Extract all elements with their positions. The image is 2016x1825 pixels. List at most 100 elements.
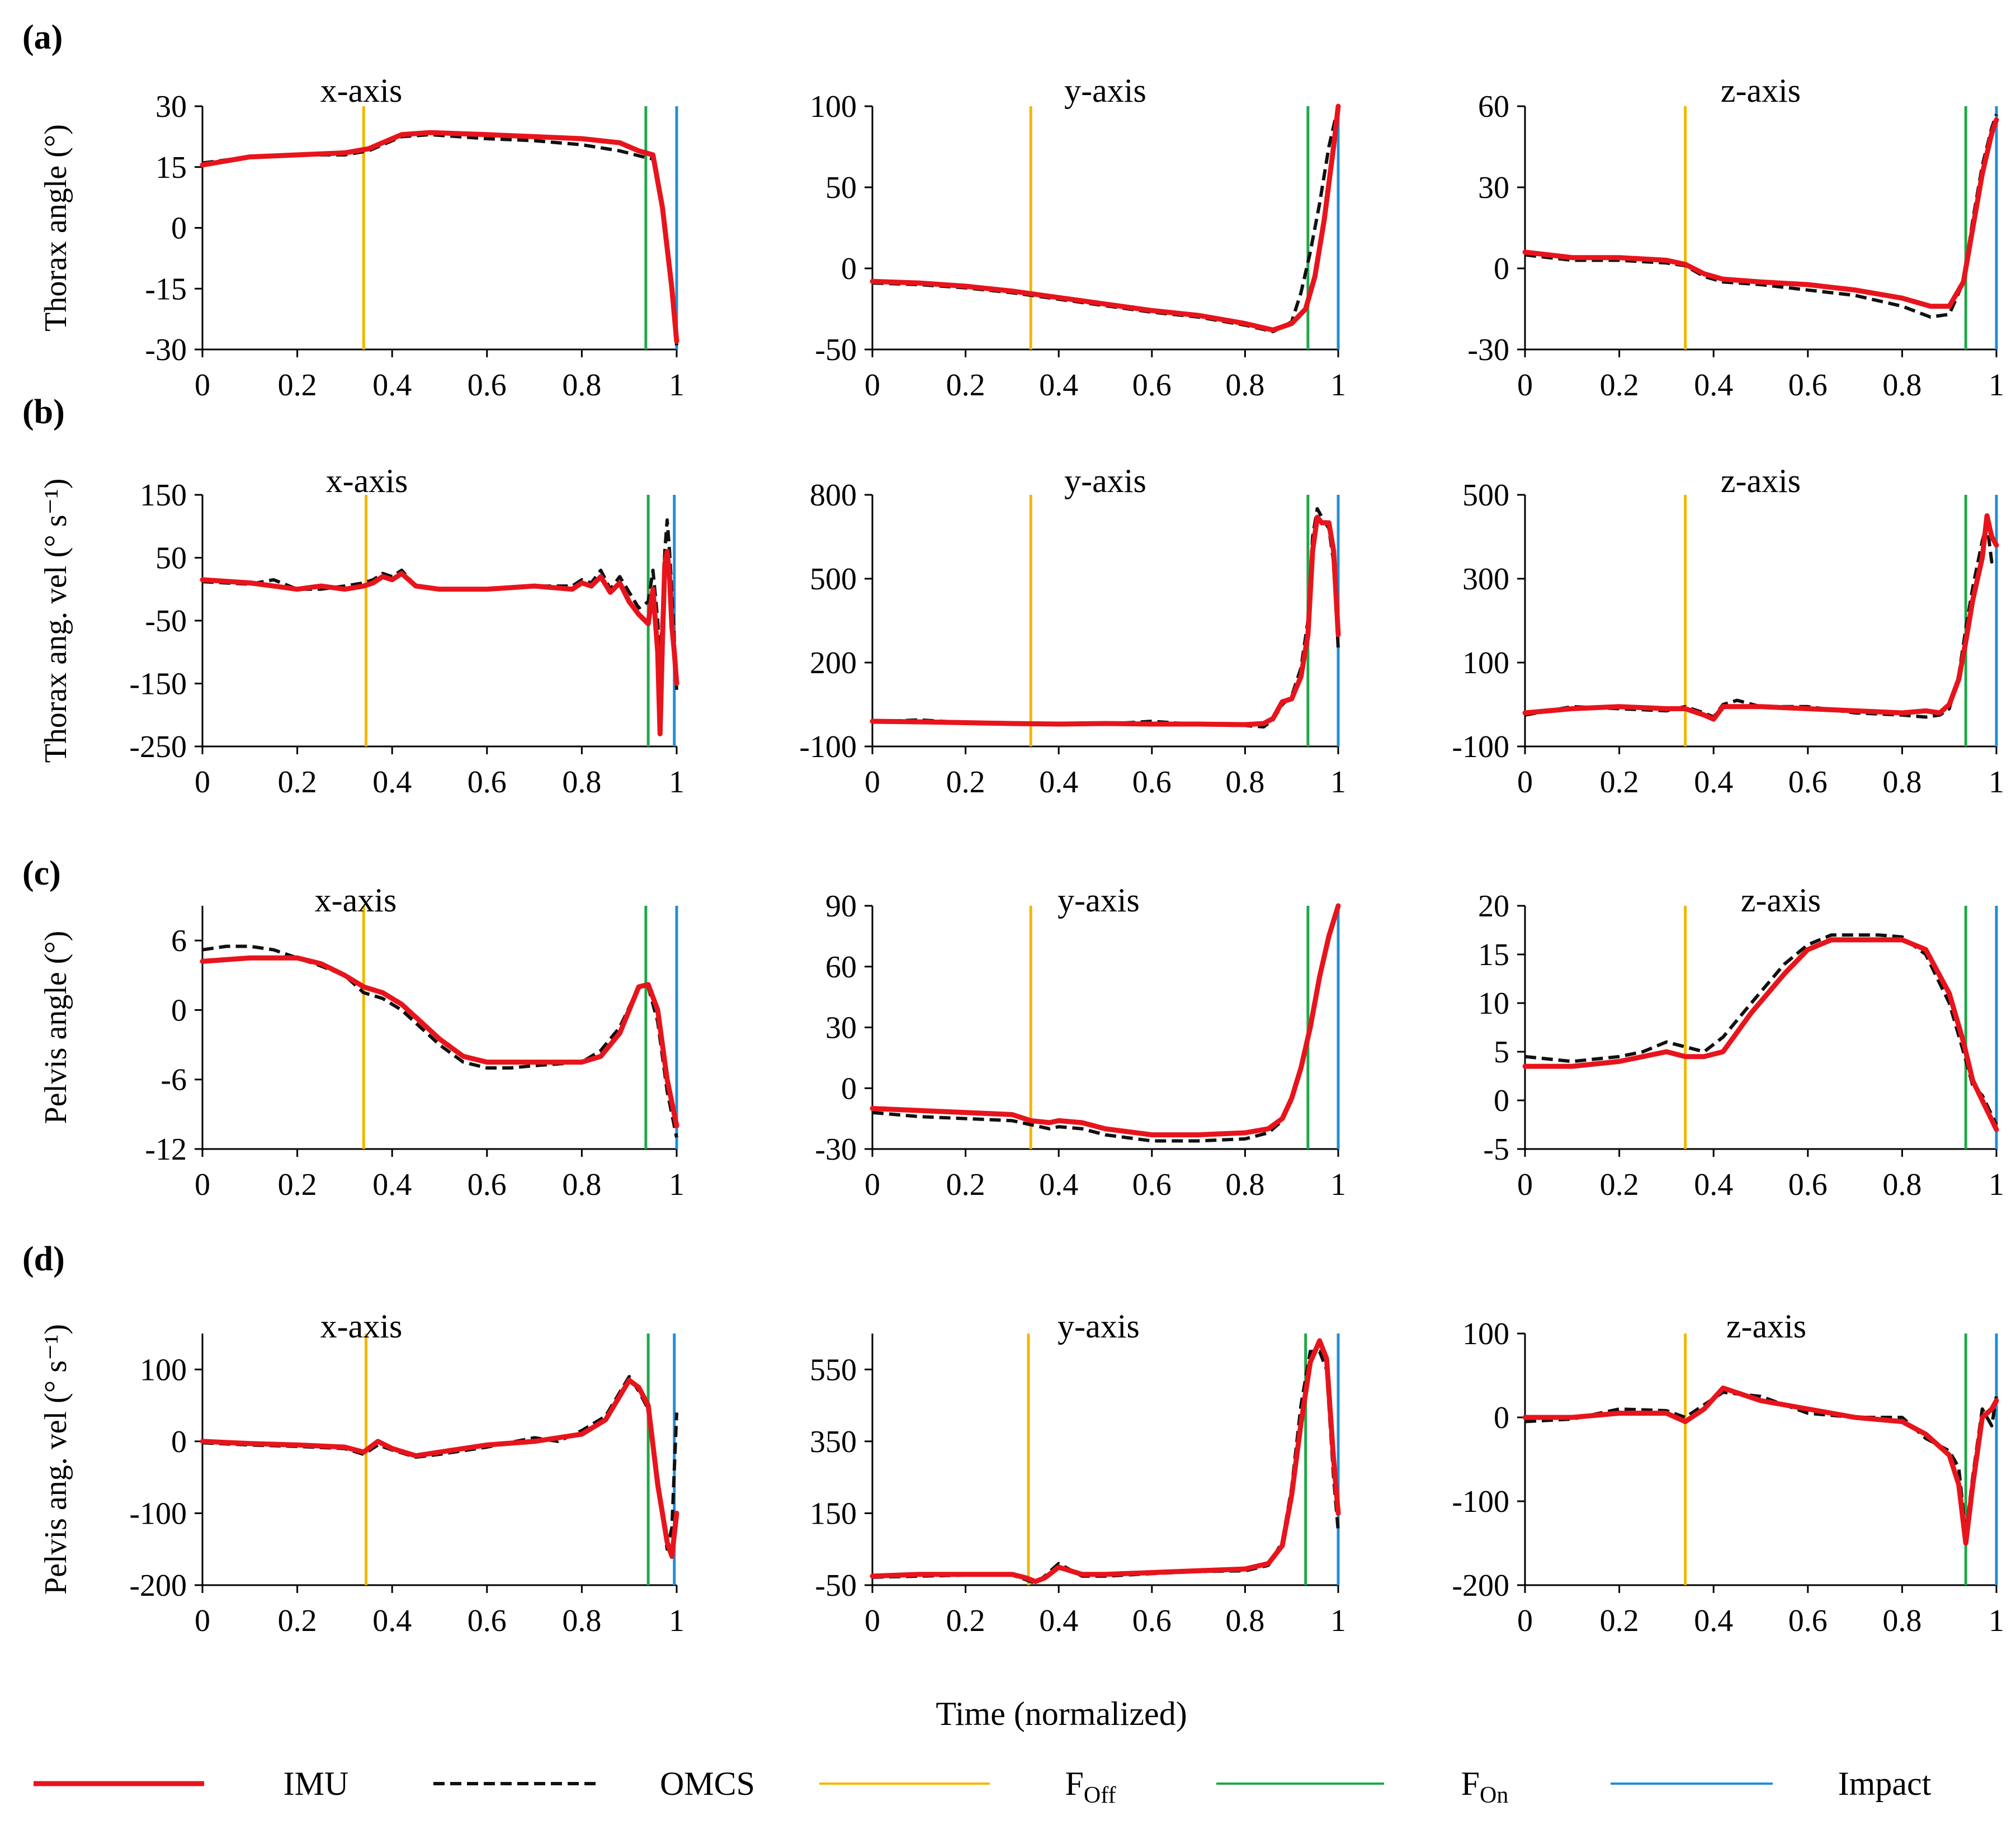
y-tick-label: 15 (155, 150, 187, 185)
panel-title: y-axis (1064, 462, 1146, 499)
series-imu-line (200, 549, 679, 736)
y-tick-label: -100 (799, 730, 857, 764)
legend-label: FOn (1461, 1765, 1509, 1808)
legend-item-f_off: FOff (819, 1765, 1116, 1808)
legend-label: FOff (1065, 1765, 1116, 1808)
x-tick-label: 0.8 (1882, 765, 1921, 800)
x-tick-label: 1 (1330, 1604, 1346, 1638)
y-tick-label: -15 (145, 272, 187, 306)
x-tick-label: 0.6 (468, 765, 507, 800)
x-tick-label: 1 (1989, 1604, 2004, 1638)
series-imu-line (200, 955, 679, 1129)
y-tick-label: -150 (129, 667, 187, 702)
x-tick-label: 0.8 (1225, 1167, 1264, 1202)
y-tick-label: 0 (171, 993, 187, 1028)
y-axis-label: Thorax ang. vel (° s⁻¹) (39, 479, 73, 763)
y-tick-label: -30 (815, 1132, 857, 1167)
x-tick-label: 0.4 (1694, 1167, 1733, 1202)
panel-title: y-axis (1057, 882, 1140, 919)
x-tick-label: 1 (669, 368, 684, 403)
y-tick-label: -250 (129, 730, 187, 764)
x-tick-label: 0.4 (1694, 765, 1733, 800)
y-axis-label: Thorax angle (°) (39, 124, 73, 332)
y-tick-label: -5 (1483, 1132, 1509, 1167)
series-omcs-line (1524, 933, 1998, 1126)
x-tick-label: 1 (1989, 1167, 2004, 1202)
series-imu-line (200, 130, 679, 344)
x-tick-label: 0 (195, 368, 210, 403)
row-labels: (a) Thorax angle (°) (b) Thorax ang. vel (°… (22, 18, 73, 1595)
y-tick-label: 50 (155, 541, 187, 576)
panel-title: y-axis (1064, 72, 1146, 109)
x-tick-label: 1 (1330, 1167, 1346, 1202)
x-tick-label: 0.2 (946, 368, 985, 403)
x-tick-label: 0.6 (1132, 1604, 1172, 1638)
series-imu-line (870, 103, 1341, 333)
x-tick-label: 0.2 (946, 765, 985, 800)
panel-label: (a) (22, 18, 63, 56)
y-tick-label: 800 (810, 478, 857, 513)
x-tick-label: 0.4 (1039, 1604, 1078, 1638)
x-tick-label: 1 (669, 1167, 684, 1202)
x-tick-label: 0.2 (1600, 765, 1639, 800)
x-tick-label: 1 (669, 1604, 684, 1638)
y-tick-label: -200 (1452, 1568, 1509, 1603)
x-tick-label: 0 (1517, 765, 1533, 800)
y-tick-label: 6 (171, 924, 187, 958)
y-tick-label: 0 (171, 211, 187, 246)
series-imu-line (870, 514, 1341, 727)
y-tick-label: 0 (1494, 252, 1509, 286)
panel-title: z-axis (1726, 1308, 1806, 1345)
y-tick-label: 10 (1478, 986, 1509, 1021)
y-tick-label: 350 (810, 1425, 857, 1459)
panel-title: z-axis (1721, 462, 1801, 499)
x-tick-label: 0.6 (1132, 765, 1172, 800)
series-omcs-line (1524, 114, 1998, 319)
x-tick-label: 0.8 (562, 765, 601, 800)
y-tick-label: -50 (815, 1568, 857, 1603)
y-tick-label: 50 (825, 171, 857, 205)
legend-label: Impact (1838, 1765, 1932, 1802)
y-tick-label: 550 (810, 1353, 857, 1387)
y-tick-label: 30 (825, 1011, 857, 1046)
series-omcs-line (1524, 522, 1998, 719)
x-tick-label: 0.4 (1694, 368, 1733, 403)
x-tick-label: 0.6 (468, 368, 507, 403)
x-tick-label: 0.8 (1225, 368, 1264, 403)
y-tick-label: -50 (145, 604, 187, 639)
panel-title: x-axis (320, 72, 403, 109)
x-tick-label: 0.2 (1600, 368, 1639, 403)
chart-panel-c-x: 60-6-120 0.2 0.4 0.6 0.8 1x-axis (145, 882, 684, 1202)
series-imu-line (1522, 937, 1999, 1132)
y-tick-label: 15 (1478, 938, 1509, 972)
x-tick-label: 0 (1517, 368, 1533, 403)
x-tick-label: 0.2 (278, 1167, 317, 1202)
y-tick-label: 0 (841, 1071, 857, 1106)
x-tick-label: 1 (1989, 765, 2004, 800)
y-tick-label: -100 (1452, 1484, 1509, 1519)
x-tick-label: 0.8 (562, 1167, 601, 1202)
y-tick-label: 150 (810, 1496, 857, 1531)
x-tick-label: 0.4 (372, 765, 412, 800)
x-tick-label: 0.8 (562, 368, 601, 403)
y-tick-label: -12 (145, 1132, 187, 1167)
legend-label: OMCS (660, 1765, 755, 1802)
x-tick-label: 0.2 (1600, 1167, 1639, 1202)
y-tick-label: 100 (810, 89, 857, 124)
series-omcs-line (202, 944, 678, 1138)
series-imu-line (870, 903, 1341, 1138)
x-tick-label: 1 (1330, 765, 1346, 800)
y-tick-label: -30 (145, 333, 187, 367)
series-omcs-line (202, 133, 678, 346)
y-tick-label: 60 (1478, 89, 1509, 124)
series-imu-line (1522, 1386, 1999, 1546)
x-tick-label: 0.6 (1788, 1167, 1828, 1202)
x-tick-label: 0 (865, 1604, 880, 1638)
y-tick-label: 0 (841, 252, 857, 286)
y-tick-label: -200 (129, 1568, 187, 1603)
